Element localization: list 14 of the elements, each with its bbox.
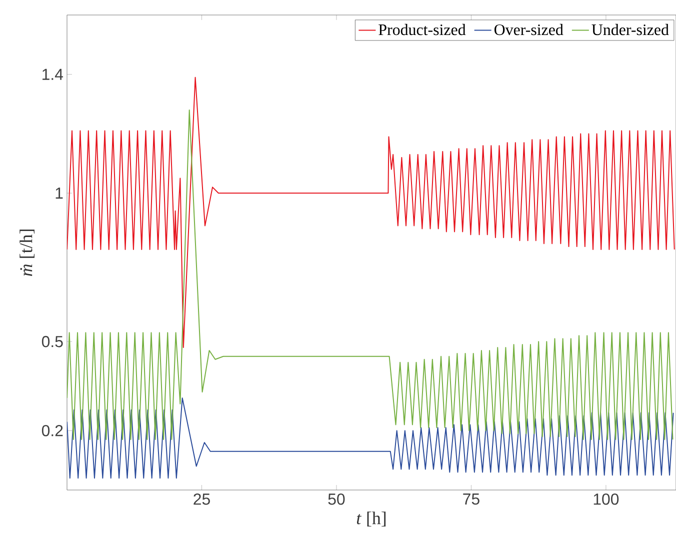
line-series <box>67 109 674 440</box>
legend-label: Product-sized <box>378 24 466 36</box>
x-tick-label: 50 <box>328 494 345 505</box>
x-tick-label: 75 <box>463 494 480 505</box>
x-axis-title: t [h] <box>356 512 386 526</box>
x-tick-label: 100 <box>594 494 619 505</box>
y-tick-label: 1.4 <box>42 68 64 80</box>
x-tick-label: 25 <box>194 494 210 505</box>
y-axis-title: ṁ [t/h] <box>20 230 34 276</box>
y-tick-label: 0.2 <box>42 424 63 436</box>
y-tick-label: 0.5 <box>42 336 63 348</box>
legend-label: Under-sized <box>592 24 669 36</box>
y-tick-label: 1 <box>56 188 63 199</box>
legend-label: Over-sized <box>494 24 564 36</box>
